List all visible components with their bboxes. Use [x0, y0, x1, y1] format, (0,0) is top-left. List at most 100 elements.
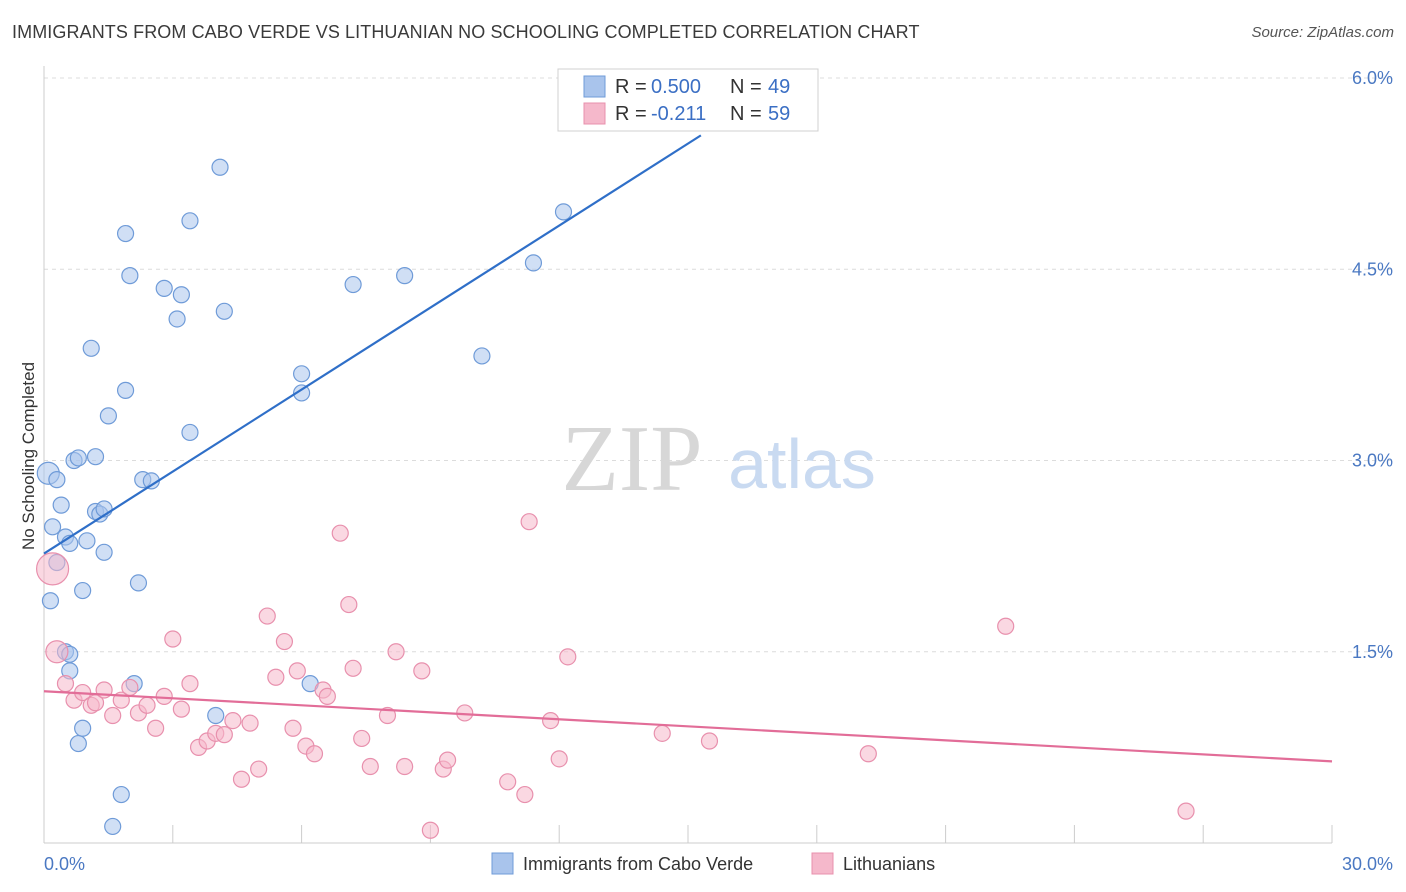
lithuanian-point-23: [232, 770, 251, 788]
cabo-verde-point-30: [211, 158, 229, 176]
lithuanian-point-39: [361, 757, 379, 776]
cabo-verde-point-10: [86, 448, 105, 466]
cabo-verde-point-44: [74, 719, 92, 737]
watermark: ZIP atlas: [562, 407, 876, 511]
lithuanian-point-15: [164, 630, 182, 648]
cabo-verde-point-47: [112, 785, 130, 804]
cabo-verde-point-11: [78, 532, 96, 550]
cabo-verde-point-43: [69, 734, 87, 753]
cabo-verde-point-7: [41, 592, 60, 610]
cabo-verde-point-24: [129, 574, 148, 592]
cabo-verde-point-33: [293, 384, 311, 402]
lithuanian-point-35: [331, 524, 349, 542]
lithuanian-point-42: [396, 757, 414, 776]
lithuanian-point-54: [653, 724, 671, 742]
lithuanian-point-16: [172, 700, 190, 718]
cabo-verde-point-27: [168, 310, 186, 328]
lithuanian-point-36: [340, 595, 358, 614]
stats-swatch-blue: [583, 75, 606, 98]
y-tick-label-1: 3.0%: [1352, 451, 1393, 471]
stats-legend: R = 0.500 N = 49 R = -0.211 N = 59: [557, 68, 819, 132]
cabo-verde-point-3: [43, 518, 62, 536]
scatter-points: [35, 158, 1195, 839]
x-tick-label-1: 30.0%: [1342, 854, 1393, 874]
chart-title: IMMIGRANTS FROM CABO VERDE VS LITHUANIAN…: [12, 22, 920, 42]
cabo-verde-point-23: [99, 407, 118, 425]
lithuanian-point-14: [155, 687, 173, 705]
lithuanian-point-13: [147, 719, 165, 737]
lithuanian-point-32: [305, 745, 324, 763]
legend-swatch-lithuanians: [811, 852, 834, 875]
lithuanian-point-55: [700, 732, 719, 750]
cabo-verde-point-38: [554, 203, 573, 221]
cabo-verde-point-28: [181, 212, 199, 230]
lithuanian-point-34: [318, 687, 336, 705]
stats-r-label-2: R =: [615, 103, 647, 125]
lithuanian-point-21: [215, 726, 233, 744]
lithuanian-point-46: [438, 751, 457, 769]
trend-line-cabo-verde: [43, 134, 702, 555]
lithuanian-point-30: [284, 719, 302, 737]
chart-source: Source: ZipAtlas.com: [1251, 24, 1394, 41]
cabo-verde-point-22: [116, 381, 135, 399]
lithuanian-point-2: [56, 675, 75, 693]
lithuanian-point-1: [45, 640, 69, 664]
cabo-verde-point-25: [155, 279, 173, 297]
watermark-zip: ZIP: [562, 407, 703, 511]
y-tick-label-3: 6.0%: [1352, 68, 1393, 88]
lithuanian-point-41: [387, 643, 405, 661]
lithuanian-point-17: [181, 675, 199, 693]
cabo-verde-point-1: [48, 471, 66, 489]
lithuanian-point-51: [542, 711, 560, 730]
watermark-atlas: atlas: [728, 425, 876, 503]
lithuanian-point-43: [413, 662, 431, 680]
lithuanian-point-48: [499, 773, 517, 791]
stats-r-value-1: 0.500: [651, 76, 701, 98]
cabo-verde-point-2: [52, 496, 70, 514]
x-tick-label-0: 0.0%: [44, 854, 85, 874]
cabo-verde-point-34: [344, 275, 362, 294]
lithuanian-point-37: [344, 659, 362, 677]
cabo-verde-point-16: [74, 581, 92, 600]
axes: 1.5% 3.0% 4.5% 6.0% 0.0% 30.0%: [43, 66, 1393, 874]
lithuanian-point-49: [516, 785, 534, 804]
trend-line-lithuanians: [43, 690, 1333, 763]
lithuanian-point-52: [550, 750, 568, 768]
lithuanian-point-29: [288, 662, 306, 680]
y-tick-label-2: 4.5%: [1352, 259, 1393, 279]
lithuanian-point-44: [421, 821, 439, 839]
stats-swatch-pink: [583, 102, 606, 125]
cabo-verde-point-45: [207, 706, 225, 725]
cabo-verde-point-31: [181, 423, 199, 442]
stats-n-label-2: N =: [730, 103, 762, 125]
lithuanian-point-53: [559, 648, 577, 666]
lithuanian-point-24: [241, 714, 259, 732]
lithuanian-point-28: [275, 632, 294, 651]
y-axis-title: No Schooling Completed: [19, 362, 38, 550]
cabo-verde-point-48: [104, 817, 122, 836]
stats-n-value-2: 59: [768, 103, 790, 125]
lithuanian-point-27: [267, 668, 285, 686]
cabo-verde-point-15: [95, 543, 113, 561]
cabo-verde-point-20: [116, 224, 135, 243]
stats-r-value-2: -0.211: [651, 103, 706, 125]
lithuanian-point-25: [250, 760, 268, 778]
cabo-verde-point-37: [524, 254, 543, 272]
legend-label-cabo-verde: Immigrants from Cabo Verde: [523, 854, 753, 874]
cabo-verde-point-32: [293, 365, 311, 383]
cabo-verde-point-36: [473, 347, 491, 365]
lithuanian-point-40: [378, 706, 397, 725]
stats-n-value-1: 49: [768, 76, 790, 98]
bottom-legend: Immigrants from Cabo Verde Lithuanians: [491, 852, 935, 875]
lithuanian-point-0: [35, 552, 70, 586]
cabo-verde-point-29: [215, 302, 233, 320]
lithuanian-point-38: [353, 729, 371, 748]
cabo-verde-point-19: [82, 339, 100, 357]
trend-lines: [43, 134, 1333, 763]
lithuanian-point-8: [104, 706, 122, 725]
cabo-verde-point-26: [172, 286, 190, 304]
lithuanian-point-57: [997, 617, 1015, 635]
lithuanian-point-10: [121, 678, 139, 697]
stats-r-label-1: R =: [615, 76, 647, 98]
grid-lines: [44, 77, 1394, 653]
